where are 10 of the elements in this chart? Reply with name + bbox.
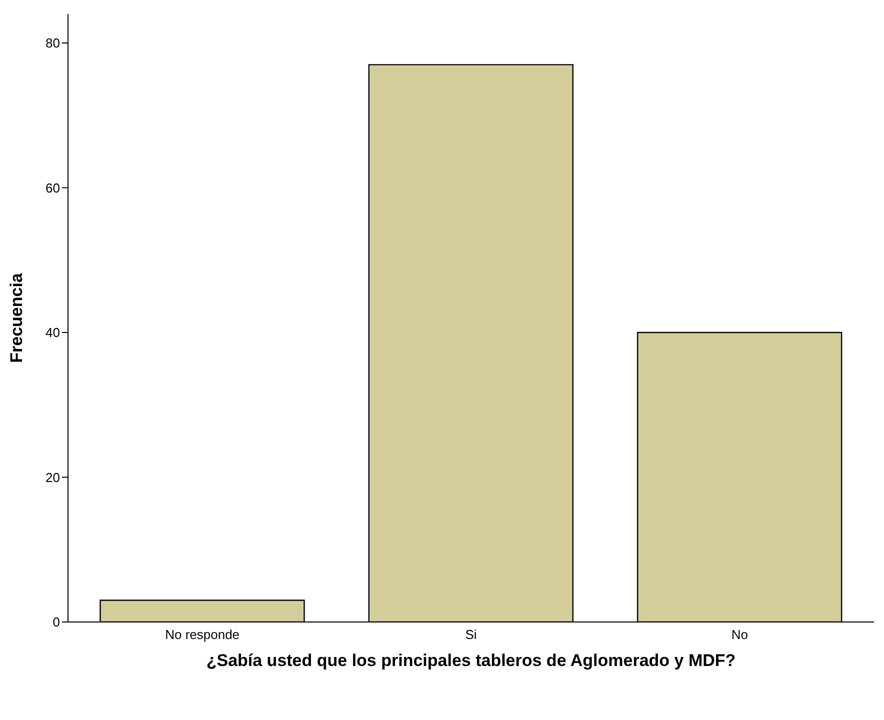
y-tick-label: 40 — [46, 325, 60, 340]
y-tick-label: 60 — [46, 180, 60, 196]
x-tick-label: No responde — [165, 627, 240, 642]
x-tick-label: Si — [465, 627, 477, 642]
y-tick-label: 20 — [46, 470, 60, 485]
x-axis-title: ¿Sabía usted que los principales tableros de Aglomerado y MDF? — [206, 651, 736, 670]
y-axis-title: Frecuencia — [7, 272, 26, 363]
x-tick-label: No — [731, 627, 748, 642]
y-tick-label: 80 — [46, 36, 60, 51]
y-tick-label: 0 — [52, 614, 60, 630]
